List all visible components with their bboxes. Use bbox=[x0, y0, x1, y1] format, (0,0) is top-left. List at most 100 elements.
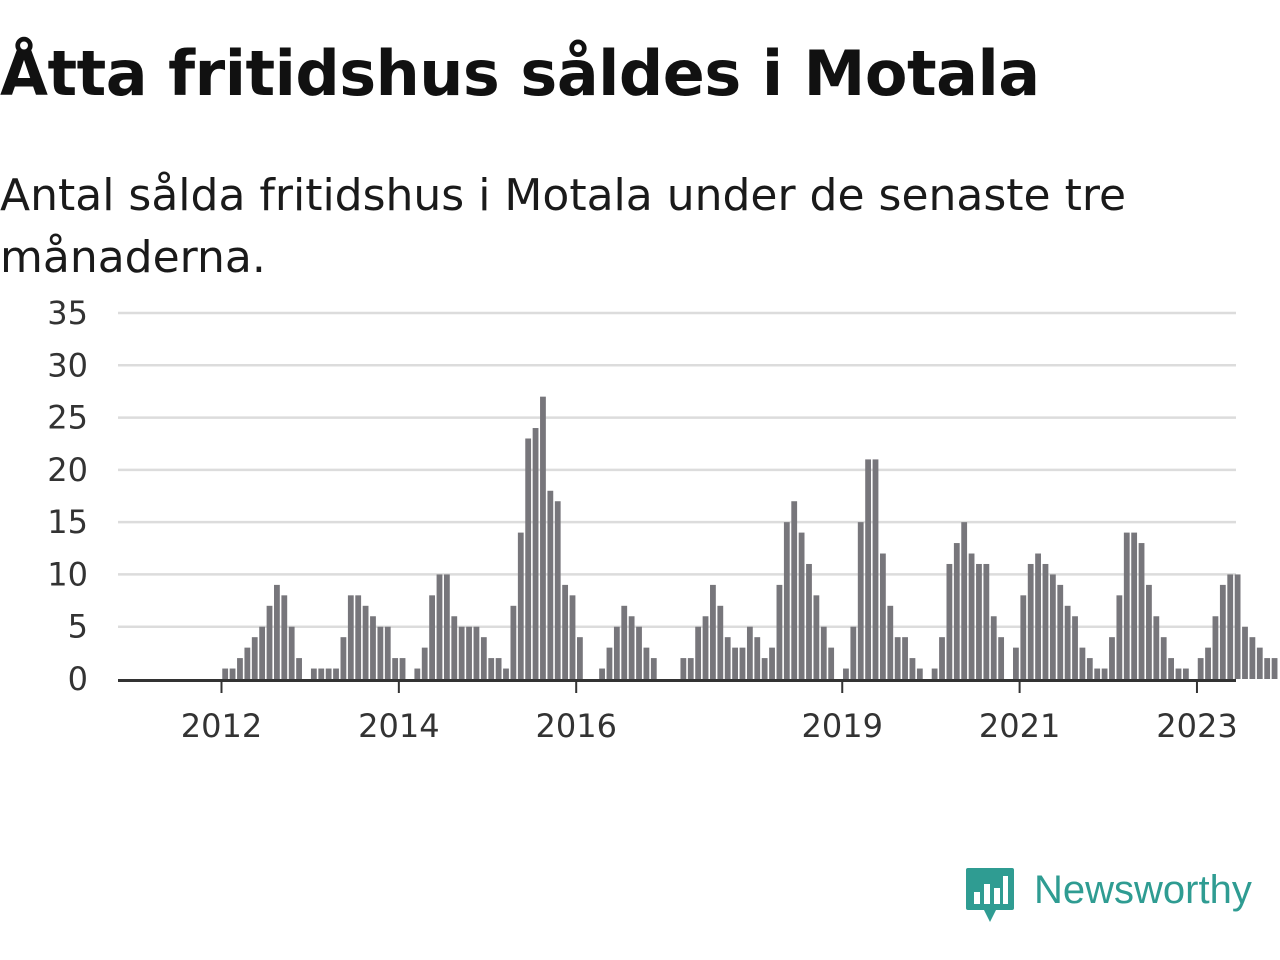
bar bbox=[1049, 574, 1056, 679]
bar bbox=[540, 396, 546, 679]
bar bbox=[399, 658, 406, 679]
bar bbox=[325, 668, 332, 679]
x-tick-label: 2012 bbox=[181, 707, 262, 745]
bar bbox=[266, 605, 273, 679]
bar bbox=[983, 563, 990, 679]
bar bbox=[517, 532, 524, 679]
bar bbox=[613, 626, 620, 679]
bar bbox=[525, 438, 532, 679]
x-tick-label: 2019 bbox=[802, 707, 883, 745]
bar bbox=[281, 595, 288, 679]
bar bbox=[599, 668, 605, 679]
bar bbox=[791, 501, 798, 679]
bar bbox=[577, 637, 583, 679]
bar bbox=[710, 584, 716, 679]
bar bbox=[1057, 584, 1064, 679]
bar bbox=[318, 668, 325, 679]
bar bbox=[865, 459, 872, 679]
bar bbox=[976, 563, 982, 679]
bar bbox=[1020, 595, 1027, 679]
bar bbox=[776, 584, 783, 679]
y-axis: 0 5 10 15 20 25 30 35 bbox=[47, 294, 88, 698]
bar bbox=[1168, 658, 1174, 679]
bar bbox=[961, 522, 968, 679]
bars bbox=[222, 396, 1278, 679]
y-tick-label: 20 bbox=[47, 451, 88, 489]
y-tick-label: 15 bbox=[47, 503, 88, 541]
bar bbox=[333, 668, 339, 679]
bar bbox=[843, 668, 849, 679]
bar bbox=[1094, 668, 1101, 679]
bar bbox=[1234, 574, 1241, 679]
bar bbox=[1205, 647, 1211, 679]
bar bbox=[931, 668, 938, 679]
bar bbox=[562, 584, 569, 679]
bar bbox=[739, 647, 746, 679]
bar bbox=[1027, 563, 1034, 679]
bar bbox=[480, 637, 487, 679]
bar bbox=[1242, 626, 1248, 679]
bar bbox=[1013, 647, 1019, 679]
bar bbox=[436, 574, 443, 679]
bar bbox=[222, 668, 229, 679]
bar bbox=[695, 626, 702, 679]
bar bbox=[1219, 584, 1226, 679]
bar bbox=[421, 647, 428, 679]
x-axis: 2012201420162019202120232025 bbox=[118, 679, 1238, 745]
bar bbox=[621, 605, 628, 679]
bar bbox=[857, 522, 864, 679]
y-tick-label: 30 bbox=[47, 346, 88, 384]
bar bbox=[384, 626, 391, 679]
bar bbox=[998, 637, 1005, 679]
bar bbox=[636, 626, 642, 679]
bar bbox=[340, 637, 347, 679]
bar bbox=[916, 668, 923, 679]
bar bbox=[939, 637, 945, 679]
bar bbox=[850, 626, 857, 679]
bar bbox=[798, 532, 805, 679]
x-tick-label: 2014 bbox=[358, 707, 439, 745]
bar bbox=[806, 563, 812, 679]
bar bbox=[1101, 668, 1108, 679]
bar bbox=[1035, 553, 1041, 679]
bar bbox=[414, 668, 421, 679]
bar bbox=[879, 553, 886, 679]
bar bbox=[362, 605, 369, 679]
bar bbox=[488, 658, 495, 679]
bar bbox=[990, 616, 997, 679]
y-tick-label: 0 bbox=[68, 660, 88, 698]
bar bbox=[1153, 616, 1160, 679]
bar bbox=[1249, 637, 1256, 679]
y-tick-label: 5 bbox=[68, 608, 88, 646]
bar bbox=[1182, 668, 1189, 679]
bar bbox=[902, 637, 908, 679]
bar bbox=[1109, 637, 1115, 679]
bar bbox=[288, 626, 295, 679]
brand-name: Newsworthy bbox=[1034, 868, 1252, 912]
bar bbox=[443, 574, 450, 679]
bar bbox=[909, 658, 916, 679]
y-tick-label: 25 bbox=[47, 399, 88, 437]
bar bbox=[503, 668, 509, 679]
bar bbox=[1116, 595, 1123, 679]
bar bbox=[466, 626, 472, 679]
bar bbox=[554, 501, 561, 679]
bar bbox=[310, 668, 317, 679]
bar bbox=[473, 626, 480, 679]
bar bbox=[392, 658, 399, 679]
bar bbox=[717, 605, 724, 679]
bar bbox=[872, 459, 879, 679]
bar bbox=[274, 584, 280, 679]
bar bbox=[894, 637, 901, 679]
bar bbox=[370, 616, 376, 679]
bar bbox=[1146, 584, 1152, 679]
bar bbox=[1271, 658, 1278, 679]
bar bbox=[244, 647, 251, 679]
bar bbox=[259, 626, 266, 679]
bar bbox=[451, 616, 458, 679]
y-tick-label: 35 bbox=[47, 294, 88, 332]
bar bbox=[510, 605, 517, 679]
bar bbox=[754, 637, 761, 679]
bar bbox=[724, 637, 731, 679]
bar bbox=[1227, 574, 1234, 679]
